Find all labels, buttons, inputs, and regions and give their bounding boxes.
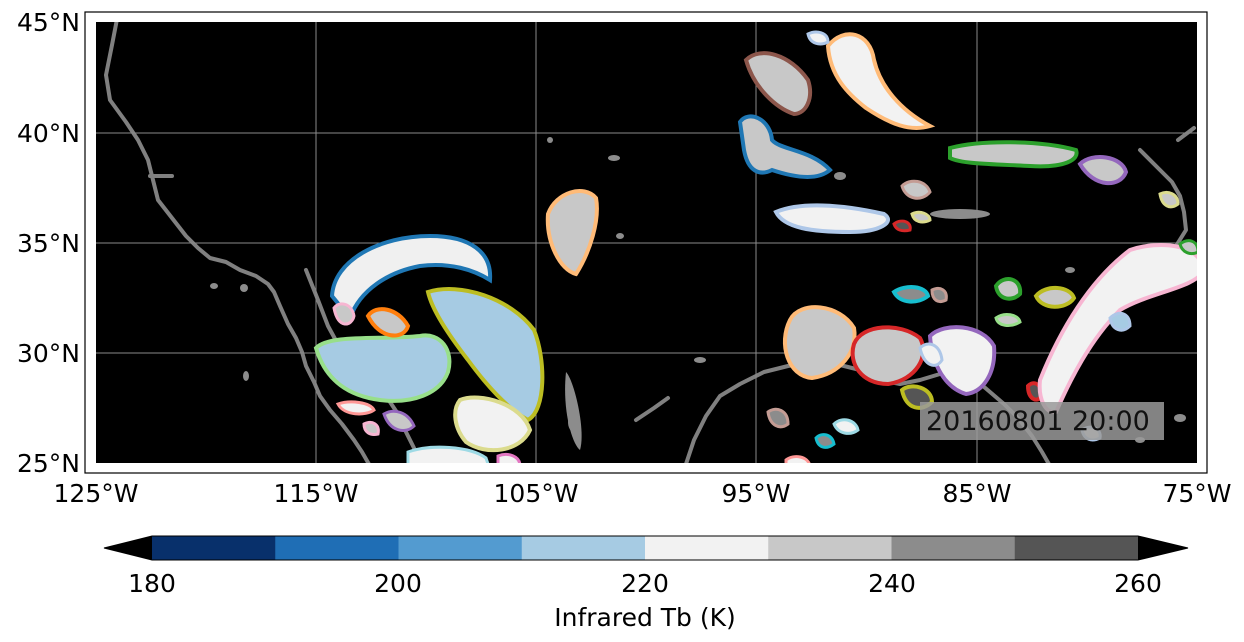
colorbar-tick-label: 220 [621, 569, 669, 598]
colorbar-extend-low [104, 536, 152, 560]
latitude-labels: 45°N 40°N 35°N 30°N 25°N [17, 8, 80, 478]
cloud-cluster [545, 189, 599, 277]
lon-label: 105°W [494, 479, 579, 508]
cloud-cluster [406, 445, 490, 463]
colorbar-ticks: 180 200 220 240 260 [128, 569, 1162, 598]
cloud-cluster [1033, 286, 1077, 309]
cloud-cluster [1178, 239, 1197, 256]
lon-label: 95°W [721, 479, 790, 508]
cloud-cluster [313, 333, 452, 403]
colorbar-segment [891, 536, 1016, 560]
cloud-cluster [948, 140, 1079, 169]
colorbar-segment [1014, 536, 1139, 560]
cloud-cluster [832, 418, 860, 435]
colorbar-tick-label: 200 [374, 569, 422, 598]
cloud-cluster [918, 342, 944, 367]
cloud-cluster [782, 305, 857, 381]
cloud-cluster [814, 433, 836, 449]
cloud-cluster [891, 285, 931, 304]
cloud-cluster [825, 32, 936, 130]
cloud-cluster [737, 114, 833, 179]
cloud-cluster [743, 51, 813, 117]
timestamp-label: 20160801 20:00 [926, 406, 1150, 437]
colorbar-tick-label: 260 [1114, 569, 1162, 598]
cloud-cluster [930, 286, 948, 304]
colorbar [103, 535, 1189, 561]
cloud-cluster [773, 203, 890, 235]
cloud-field [210, 30, 1197, 463]
longitude-labels: 125°W 115°W 105°W 95°W 85°W 75°W [54, 479, 1232, 508]
colorbar-segment [152, 536, 276, 560]
colorbar-segment [645, 536, 769, 560]
cloud-cluster [1108, 311, 1132, 332]
cloud-cluster [332, 302, 356, 326]
cloud-cluster [1158, 190, 1180, 209]
cloud-cluster [993, 277, 1023, 301]
timestamp-box [920, 402, 1164, 440]
cloud-cluster [382, 409, 416, 432]
cloud-cluster [994, 313, 1022, 327]
lat-label: 25°N [17, 449, 80, 478]
lat-label: 30°N [17, 339, 80, 368]
colorbar-segment [275, 536, 399, 560]
lon-label: 125°W [54, 479, 139, 508]
cloud-cluster [365, 307, 411, 338]
lat-label: 40°N [17, 119, 80, 148]
cloud-cluster [850, 325, 926, 387]
lon-label: 75°W [1162, 479, 1231, 508]
cloud-cluster [900, 179, 932, 200]
cloud-cluster [453, 395, 533, 453]
cloud-cluster [1077, 155, 1129, 186]
cloud-cluster [362, 420, 380, 436]
cloud-cluster [329, 233, 493, 323]
lon-label: 85°W [942, 479, 1011, 508]
cloud-cluster [565, 372, 582, 450]
colorbar-extend-high [1138, 536, 1188, 560]
cloud-cluster [766, 407, 790, 429]
cloud-cluster [892, 219, 912, 233]
colorbar-segment [398, 536, 523, 560]
colorbar-tick-label: 240 [868, 569, 916, 598]
cloud-cluster [910, 210, 932, 224]
lat-label: 35°N [17, 229, 80, 258]
lat-label: 45°N [17, 8, 80, 37]
colorbar-segment [768, 536, 892, 560]
colorbar-outline [103, 535, 1189, 561]
cloud-cluster [806, 30, 830, 46]
cloud-cluster [784, 455, 811, 463]
cloud-cluster [425, 287, 545, 423]
lon-label: 115°W [274, 479, 359, 508]
colorbar-segment [521, 536, 646, 560]
colorbar-label: Infrared Tb (K) [554, 603, 736, 632]
colorbar-tick-label: 180 [128, 569, 176, 598]
cloud-cluster [496, 452, 522, 463]
cloud-cluster [335, 400, 376, 416]
cloud-cluster [927, 325, 997, 397]
